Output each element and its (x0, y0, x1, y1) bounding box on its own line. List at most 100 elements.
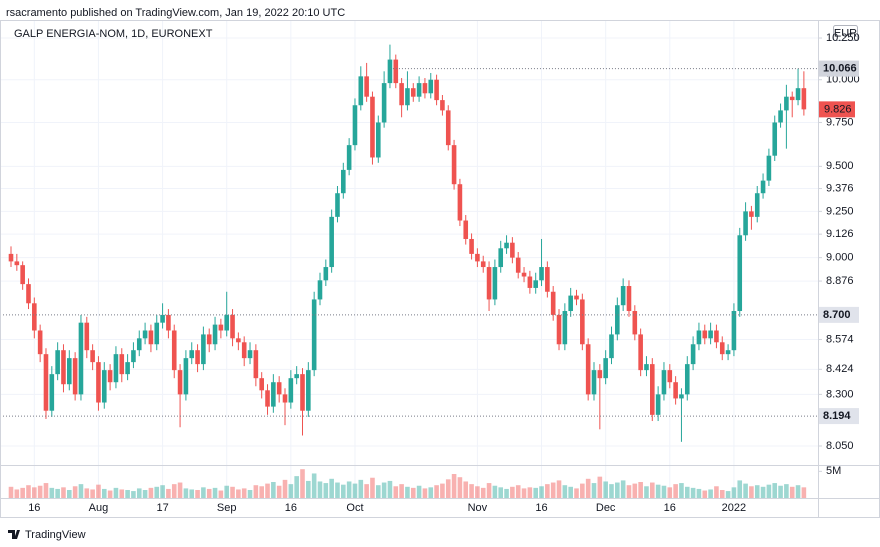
candle-body (96, 362, 101, 403)
candle-body (673, 382, 678, 399)
candle-body (399, 83, 404, 106)
candle-body (422, 83, 428, 94)
candle-body (61, 350, 66, 385)
volume-bar (271, 482, 276, 498)
candle-body (486, 267, 492, 300)
volume-bar (311, 473, 317, 498)
y-tick-label: 9.500 (826, 160, 854, 172)
volume-bar (294, 476, 299, 498)
candle-body (323, 267, 329, 281)
volume-bar (241, 488, 247, 498)
volume-bar (26, 485, 31, 498)
volume-bar (731, 487, 737, 498)
candle-body (201, 334, 206, 365)
volume-bar (597, 476, 603, 498)
volume-bar (463, 481, 469, 498)
volume-bar (510, 486, 515, 498)
volume-bar (259, 486, 264, 498)
candle-body (469, 238, 474, 254)
candle-body (317, 280, 323, 300)
volume-bar (603, 481, 608, 498)
volume-bar (475, 486, 480, 498)
volume-bar (352, 483, 358, 498)
candle-body (14, 261, 20, 266)
volume-bar (440, 483, 445, 498)
volume-bar (201, 487, 206, 498)
candle-body (341, 169, 346, 194)
candle-body (574, 295, 579, 300)
volume-bar (492, 485, 498, 498)
volume-bar (90, 489, 95, 498)
candle-body (43, 354, 49, 411)
volume-bar (521, 488, 527, 498)
candle-body (597, 370, 603, 379)
volume-bar (416, 485, 422, 498)
y-tick-label: 9.126 (826, 228, 854, 240)
candle-body (271, 382, 276, 407)
last-price-label: 9.826 (824, 103, 852, 115)
candle-body (556, 314, 562, 345)
candle-body (679, 394, 684, 399)
grid-layer (0, 20, 818, 498)
volume-bar (469, 484, 474, 498)
candle-body (183, 358, 189, 395)
volume-bar (387, 480, 393, 498)
candle-body (90, 350, 95, 363)
volume-bar (43, 483, 49, 498)
volume-bar (451, 474, 457, 498)
candle-body (801, 88, 807, 110)
volume-bar (183, 488, 189, 498)
candle-body (789, 96, 795, 101)
volume-bar (445, 479, 451, 498)
volume-bar (696, 488, 702, 498)
volume-bar (125, 490, 130, 498)
volume-bar (632, 483, 638, 498)
candle-body (795, 88, 801, 101)
volume-bar (119, 489, 125, 498)
candle-body (737, 235, 743, 312)
volume-bar (107, 490, 113, 498)
candle-body (370, 96, 375, 158)
candle-body (533, 280, 538, 288)
volume-bar (393, 486, 399, 498)
volume-bar (585, 478, 591, 498)
candle-body (457, 184, 463, 221)
volume-bar (253, 485, 259, 498)
chart-title: GALP ENERGIA-NOM, 1D, EURONEXT (14, 28, 213, 40)
volume-bar (49, 487, 55, 498)
candle-body (510, 242, 515, 258)
candle-body (265, 390, 270, 407)
volume-bar (655, 484, 661, 498)
candle-body (615, 305, 620, 335)
volume-bar (766, 484, 772, 498)
x-tick-label: Sep (217, 502, 237, 514)
volume-bar (72, 486, 78, 498)
candle-body (445, 110, 451, 146)
candle-body (480, 261, 486, 268)
candle-body (743, 211, 748, 236)
volume-bar (131, 491, 136, 498)
volume-bar (358, 479, 364, 498)
candle-body (247, 350, 253, 359)
candle-body (778, 110, 783, 123)
candle-body (451, 145, 457, 185)
y-tick-label: 10.000 (826, 74, 860, 86)
volume-bar (615, 482, 620, 498)
volume-bar (212, 487, 218, 498)
volume-bar (370, 477, 375, 498)
publisher-line: rsacramento published on TradingView.com… (6, 7, 345, 19)
volume-bar (562, 485, 568, 498)
candle-body (638, 334, 643, 371)
volume-bar (84, 488, 90, 498)
price-tag-label: 8.194 (823, 410, 851, 422)
y-tick-label: 8.574 (826, 333, 854, 345)
candle-body (166, 314, 171, 331)
volume-bar (498, 487, 504, 498)
volume-bar (323, 483, 329, 498)
plot-layer (0, 44, 818, 498)
volume-bar (626, 485, 632, 498)
candle-body (276, 382, 282, 395)
